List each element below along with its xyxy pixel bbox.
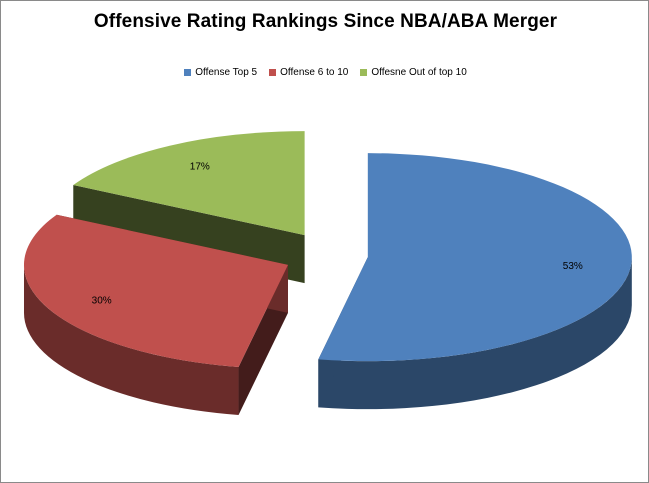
legend-swatch-offense-top-5 — [184, 69, 192, 76]
legend-item-offense-out-of-top-10: Offesne Out of top 10 — [360, 67, 467, 78]
pie-side-offense-top-5 — [318, 257, 632, 410]
legend-item-offense-top-5: Offense Top 5 — [184, 67, 257, 78]
data-label-offense-top-5: 53% — [563, 261, 583, 272]
chart-title: Offensive Rating Rankings Since NBA/ABA … — [93, 11, 558, 32]
pie-side-offense-6-to-10 — [23, 264, 239, 415]
pie-slice-offense-top-5 — [318, 153, 632, 362]
data-label-offesne-out-of-top-10: 17% — [190, 161, 210, 172]
legend-label-offense-top-5: Offense Top 5 — [195, 67, 258, 78]
pie-slice-offesne-out-of-top-10 — [73, 131, 305, 236]
data-label-offense-6-to-10: 30% — [92, 295, 112, 306]
legend-item-offense-6-to-10: Offense 6 to 10 — [269, 67, 348, 78]
legend-swatch-offense-6-to-10 — [269, 69, 277, 76]
legend-label-offense-6-to-10: Offense 6 to 10 — [280, 67, 349, 78]
chart-legend: Offense Top 5 Offense 6 to 10 Offesne Ou… — [1, 67, 649, 78]
legend-swatch-offense-out-of-top-10 — [360, 69, 368, 76]
legend-label-offense-out-of-top-10: Offesne Out of top 10 — [371, 67, 467, 78]
pie-slice-offense-6-to-10 — [23, 214, 288, 367]
